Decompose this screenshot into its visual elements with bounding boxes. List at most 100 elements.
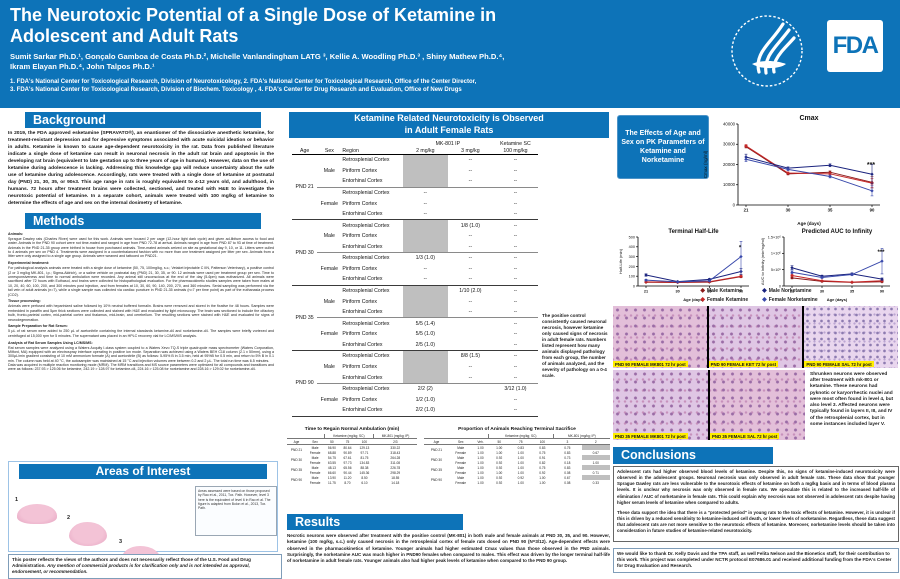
- results-text: Necrotic neurons were observed after tre…: [287, 533, 610, 564]
- value-cell: 1.00: [539, 475, 546, 480]
- value-cell: 80.64: [343, 445, 352, 450]
- table-row: Piriform Cortex 5/5 (1.0) --: [292, 329, 538, 340]
- value-cell: --: [492, 186, 538, 199]
- svg-text:200: 200: [629, 265, 635, 269]
- legend-label: Female Ketamine: [706, 296, 749, 303]
- value-cell: 0.82: [539, 460, 546, 465]
- value-cell: 1.00: [517, 465, 524, 470]
- chart-auc: 0 5×10⁵ 1×10⁶ 1.5×10⁶ 21 30 35 90 Predicted AUC …: [757, 227, 898, 308]
- affiliations: 1. FDA's National Center for Toxicologic…: [10, 79, 477, 93]
- sex-cell: Male: [317, 350, 342, 384]
- table-row: PND 35 Male 1.00 0.92 1.00 0.75 0.83: [424, 465, 610, 472]
- table-row: Female Retrosplenial Cortex -- --: [292, 186, 538, 220]
- svg-text:AUC to Infinity (min*ng/ml): AUC to Infinity (min*ng/ml): [760, 237, 765, 285]
- areas-note: Areas assessed were based on those propo…: [195, 486, 277, 536]
- svg-text:0: 0: [779, 284, 781, 288]
- value-cell: 8.50: [361, 475, 368, 480]
- value-cell: 5/5 (1.0): [415, 331, 435, 338]
- svg-text:Age (days): Age (days): [827, 297, 848, 302]
- value-cell: --: [402, 186, 448, 199]
- legend-marker-icon: ◆: [700, 287, 705, 294]
- value-cell: --: [468, 243, 473, 250]
- age-cell: PND 35: [290, 468, 303, 473]
- authors: Sumit Sarkar Ph.D.¹, Gonçalo Gamboa de C…: [10, 52, 505, 71]
- disclaimer-box: This poster reflects the views of the au…: [8, 554, 282, 579]
- table-row: Piriform Cortex -- -- --: [292, 264, 538, 275]
- value-cell: 63.55: [327, 460, 336, 465]
- region-cell: Retrosplenial Cortex: [341, 382, 403, 395]
- brain-slice-2: 2: [67, 515, 107, 546]
- methods-section: Sample Preparation for Rat Serum: 5 μL of…: [8, 324, 274, 338]
- value-cell: 54.75: [327, 455, 336, 460]
- age-cell: PND 90: [430, 478, 442, 483]
- sex-cell: Male: [457, 445, 465, 450]
- fda-logo: FDA: [827, 20, 883, 72]
- value-cell: 1/10 (2.0): [447, 284, 493, 297]
- svg-text:30: 30: [676, 290, 680, 294]
- value-cell: [447, 317, 493, 329]
- region-cell: Entorhinal Cortex: [342, 276, 383, 283]
- table-row: Female Retrosplenial Cortex 1/3 (1.0) -- --: [292, 252, 538, 286]
- value-cell: 11.20: [343, 475, 352, 480]
- conclusions-para2: These data support the idea that there i…: [617, 509, 895, 534]
- value-cell: 318.43: [390, 450, 401, 455]
- legend-item: ◆ Male Ketamine: [700, 288, 748, 294]
- value-cell: --: [447, 153, 493, 166]
- value-cell: [402, 230, 448, 242]
- neurotox-table-wrap: MK-801 IP Ketamine SC Age Sex Region 2 mg/kg 3…: [292, 140, 538, 417]
- table-row: PND 21 Male Retrosplenial Cortex -- --: [292, 153, 538, 220]
- value-cell: 1.00: [496, 470, 503, 475]
- value-cell: 0.67: [592, 450, 599, 455]
- page-title: The Neurotoxic Potential of a Single Dos…: [10, 5, 740, 47]
- table-row: Female 63.55 97.73 134.83 311.08: [287, 460, 417, 465]
- value-cell: --: [468, 233, 473, 240]
- value-cell: 134.83: [359, 460, 370, 465]
- svg-text:20000: 20000: [723, 162, 736, 167]
- svg-text:35: 35: [828, 208, 833, 213]
- value-cell: --: [468, 298, 473, 305]
- sacrifice-table: Ketamine (mg/kg; SC) MK-801 (mg/kg; IP) Ag…: [424, 433, 610, 486]
- region-cell: Entorhinal Cortex: [342, 178, 383, 185]
- value-cell: --: [513, 200, 518, 207]
- methods-section: Analysis of Rat Serum Samples Using LC/M…: [8, 341, 274, 372]
- value-cell: 88.38: [360, 465, 369, 470]
- value-cell: 1.00: [477, 465, 484, 470]
- histology-row-1: PND 90 FEMALE MK801 72 hr post PND 90 FEM…: [613, 306, 899, 368]
- value-cell: 0.92: [496, 460, 503, 465]
- sex-cell: Female: [309, 480, 321, 485]
- value-cell: [402, 361, 448, 373]
- region-cell: Retrosplenial Cortex: [341, 153, 403, 166]
- value-cell: --: [513, 276, 518, 283]
- svg-text:30000: 30000: [723, 142, 736, 147]
- value-cell: [402, 176, 448, 188]
- region-cell: Retrosplenial Cortex: [341, 350, 403, 362]
- svg-text:Cmax: Cmax: [799, 115, 818, 122]
- value-cell: 0.83: [564, 450, 571, 455]
- value-cell: 330.22: [390, 445, 401, 450]
- table-header-row: MK-801 IP Ketamine SC: [435, 140, 531, 147]
- histology-note: Shrunken neurons were observed after tre…: [810, 372, 894, 427]
- table-row: Entorhinal Cortex -- --: [292, 241, 538, 253]
- sacrifice-table-wrap: Proportion of Animals Reaching Terminal …: [424, 427, 610, 485]
- methods-section-title: Tissue processing:: [8, 299, 41, 304]
- sex-cell: Male: [311, 465, 319, 470]
- value-cell: 0.83: [517, 445, 524, 450]
- value-cell: 8.70: [344, 480, 351, 485]
- line-chart: 0 5×10⁵ 1×10⁶ 1.5×10⁶ 21 30 35 90 Predicted AUC …: [760, 229, 890, 302]
- results-heading: Results: [287, 514, 463, 530]
- sex-cell: Female: [309, 470, 321, 475]
- age-cell: PND 90: [290, 478, 303, 483]
- value-cell: 8/8 (1.5): [447, 350, 493, 362]
- value-cell: 18.55: [391, 475, 400, 480]
- histology-image: PND 90 FEMALE MK801 72 hr post: [613, 306, 707, 368]
- value-cell: [448, 340, 493, 351]
- table-row: Piriform Cortex -- --: [292, 296, 538, 307]
- table-row: PND 90 Male 13.90 11.20 8.50 18.55: [287, 475, 417, 483]
- table-row: Female 1.00 0.92 1.00 1.00 0.08 0.33: [424, 480, 610, 485]
- value-cell: --: [423, 200, 428, 207]
- value-cell: 97.71: [360, 450, 369, 455]
- value-cell: 1.00: [517, 480, 524, 485]
- table-row: Female Retrosplenial Cortex 5/5 (1.4) --: [292, 317, 538, 351]
- value-cell: --: [423, 265, 428, 272]
- histology-image-label: PND 90 FEMALE KET 72 hr post: [708, 361, 779, 367]
